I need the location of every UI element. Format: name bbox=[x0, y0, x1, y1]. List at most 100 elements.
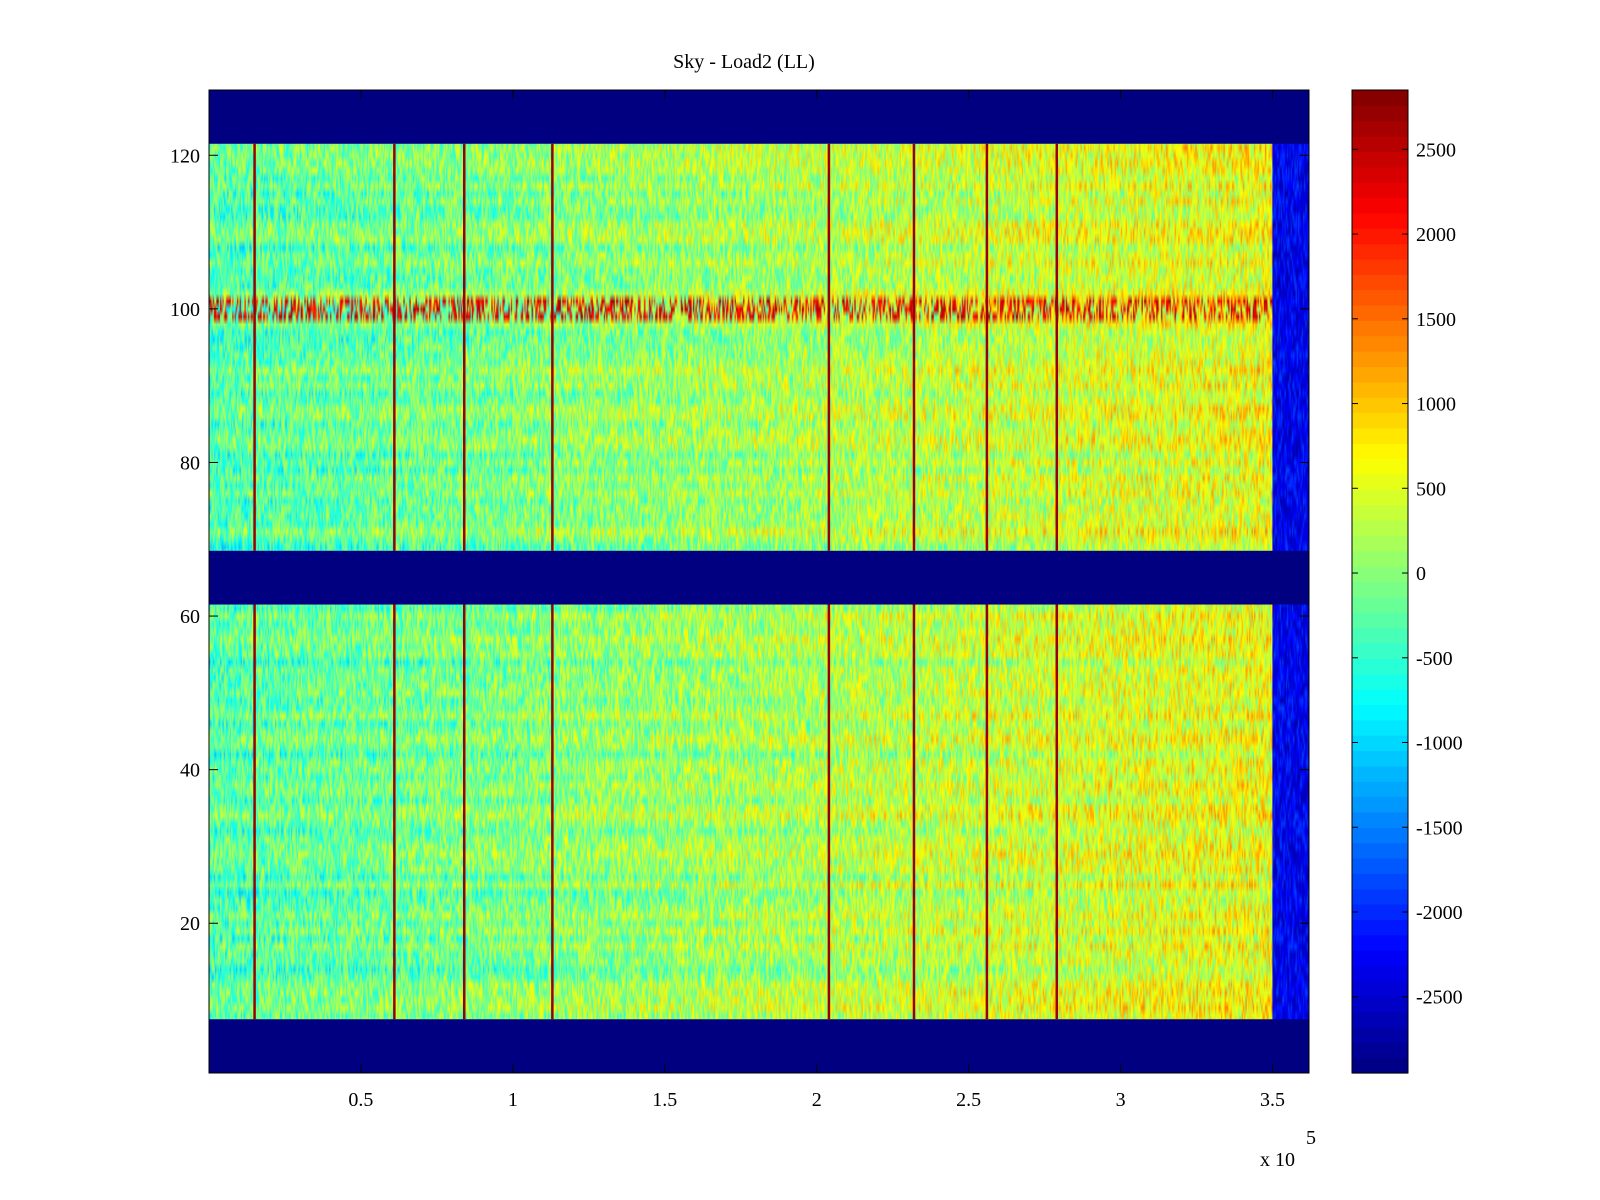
colorbar-step bbox=[1352, 243, 1408, 260]
colorbar-step bbox=[1352, 996, 1408, 1013]
colorbar: 2500 2000 1500 1000 500 0 -500 -1000 -1500 -2000 -… bbox=[1351, 89, 1463, 1074]
colorbar-tick-label: 2000 bbox=[1416, 224, 1456, 246]
colorbar-step bbox=[1352, 904, 1408, 921]
colorbar-step bbox=[1352, 627, 1408, 644]
colorbar-step bbox=[1352, 919, 1408, 936]
x-tick-label: 1 bbox=[508, 1089, 518, 1111]
y-tick-label: 120 bbox=[170, 145, 200, 167]
colorbar-step bbox=[1352, 366, 1408, 383]
colorbar-step bbox=[1352, 827, 1408, 844]
colorbar-step bbox=[1352, 427, 1408, 444]
colorbar-step bbox=[1352, 166, 1408, 183]
colorbar-tick-label: 2500 bbox=[1416, 139, 1456, 161]
y-axis: 20 40 60 80 100 120 bbox=[170, 145, 1309, 935]
colorbar-step bbox=[1352, 658, 1408, 675]
y-tick-label: 80 bbox=[180, 452, 200, 474]
colorbar-step bbox=[1352, 811, 1408, 828]
colorbar-step bbox=[1352, 535, 1408, 552]
colorbar-step bbox=[1352, 934, 1408, 951]
x-exponent-power: 5 bbox=[1306, 1127, 1316, 1149]
colorbar-step bbox=[1352, 504, 1408, 521]
colorbar-ticks: 2500 2000 1500 1000 500 0 -500 -1000 -1500 -2000 -… bbox=[1352, 139, 1463, 1009]
colorbar-step bbox=[1352, 320, 1408, 337]
colorbar-tick-label: -1000 bbox=[1416, 733, 1463, 755]
x-exponent-label: x 10 bbox=[1260, 1149, 1295, 1171]
x-tick-label: 2.5 bbox=[956, 1089, 981, 1111]
colorbar-step bbox=[1352, 842, 1408, 859]
colorbar-step bbox=[1352, 351, 1408, 368]
heatmap-plot-area bbox=[208, 89, 1310, 1074]
chart-title: Sky - Load2 (LL) bbox=[673, 51, 815, 73]
colorbar-step bbox=[1352, 381, 1408, 398]
colorbar-step bbox=[1352, 412, 1408, 429]
colorbar-tick-label: 0 bbox=[1416, 563, 1426, 585]
colorbar-step bbox=[1352, 642, 1408, 659]
colorbar-step bbox=[1352, 289, 1408, 306]
colorbar-step bbox=[1352, 258, 1408, 275]
plot-frame bbox=[208, 89, 1310, 1074]
colorbar-step bbox=[1352, 489, 1408, 506]
colorbar-step bbox=[1352, 857, 1408, 874]
colorbar-tick-label: -500 bbox=[1416, 648, 1453, 670]
spike-columns bbox=[253, 143, 1059, 1020]
x-tick-label: 3.5 bbox=[1260, 1089, 1285, 1111]
colorbar-step bbox=[1352, 105, 1408, 122]
colorbar-step bbox=[1352, 950, 1408, 967]
colorbar-step bbox=[1352, 673, 1408, 690]
colorbar-step bbox=[1352, 151, 1408, 168]
colorbar-step bbox=[1352, 397, 1408, 414]
colorbar-step bbox=[1352, 550, 1408, 567]
colorbar-step bbox=[1352, 120, 1408, 137]
colorbar-step bbox=[1352, 212, 1408, 229]
y-tick-label: 100 bbox=[170, 299, 200, 321]
colorbar-step bbox=[1352, 520, 1408, 537]
colorbar-step bbox=[1352, 1026, 1408, 1043]
colorbar-tick-label: -2500 bbox=[1416, 987, 1463, 1009]
colorbar-step bbox=[1352, 980, 1408, 997]
colorbar-step bbox=[1352, 1011, 1408, 1028]
colorbar-step bbox=[1352, 443, 1408, 460]
masked-band bbox=[209, 550, 1309, 605]
colorbar-step bbox=[1352, 581, 1408, 598]
colorbar-step bbox=[1352, 704, 1408, 721]
colorbar-tick-label: -2000 bbox=[1416, 902, 1463, 924]
y-tick-label: 60 bbox=[180, 606, 200, 628]
colorbar-step bbox=[1352, 765, 1408, 782]
colorbar-step bbox=[1352, 781, 1408, 798]
x-tick-label: 1.5 bbox=[652, 1089, 677, 1111]
x-tick-label: 3 bbox=[1116, 1089, 1126, 1111]
colorbar-step bbox=[1352, 197, 1408, 214]
colorbar-step bbox=[1352, 1057, 1408, 1074]
colorbar-tick-label: 1000 bbox=[1416, 394, 1456, 416]
x-axis: 0.5 1 1.5 2 2.5 3 3.5 bbox=[348, 90, 1285, 1111]
colorbar-step bbox=[1352, 612, 1408, 629]
colorbar-step bbox=[1352, 335, 1408, 352]
colorbar-step bbox=[1352, 182, 1408, 199]
y-tick-label: 20 bbox=[180, 913, 200, 935]
colorbar-step bbox=[1352, 873, 1408, 890]
colorbar-step bbox=[1352, 735, 1408, 752]
colorbar-step bbox=[1352, 1042, 1408, 1059]
colorbar-tick-label: 1500 bbox=[1416, 309, 1456, 331]
colorbar-tick-label: 500 bbox=[1416, 478, 1446, 500]
colorbar-step bbox=[1352, 136, 1408, 153]
colorbar-tick-label: -1500 bbox=[1416, 817, 1463, 839]
masked-band bbox=[209, 1019, 1309, 1073]
masked-band bbox=[209, 90, 1309, 144]
masked-bands bbox=[209, 90, 1309, 1073]
colorbar-step bbox=[1352, 274, 1408, 291]
colorbar-frame bbox=[1351, 89, 1409, 1074]
x-tick-label: 2 bbox=[812, 1089, 822, 1111]
colorbar-step bbox=[1352, 566, 1408, 583]
colorbar-step bbox=[1352, 965, 1408, 982]
colorbar-step bbox=[1352, 888, 1408, 905]
colorbar-step bbox=[1352, 228, 1408, 245]
x-tick-label: 0.5 bbox=[348, 1089, 373, 1111]
colorbar-step bbox=[1352, 90, 1408, 106]
colorbar-step bbox=[1352, 473, 1408, 490]
colorbar-step bbox=[1352, 458, 1408, 475]
colorbar-step bbox=[1352, 750, 1408, 767]
colorbar-step bbox=[1352, 796, 1408, 813]
colorbar-step bbox=[1352, 305, 1408, 321]
